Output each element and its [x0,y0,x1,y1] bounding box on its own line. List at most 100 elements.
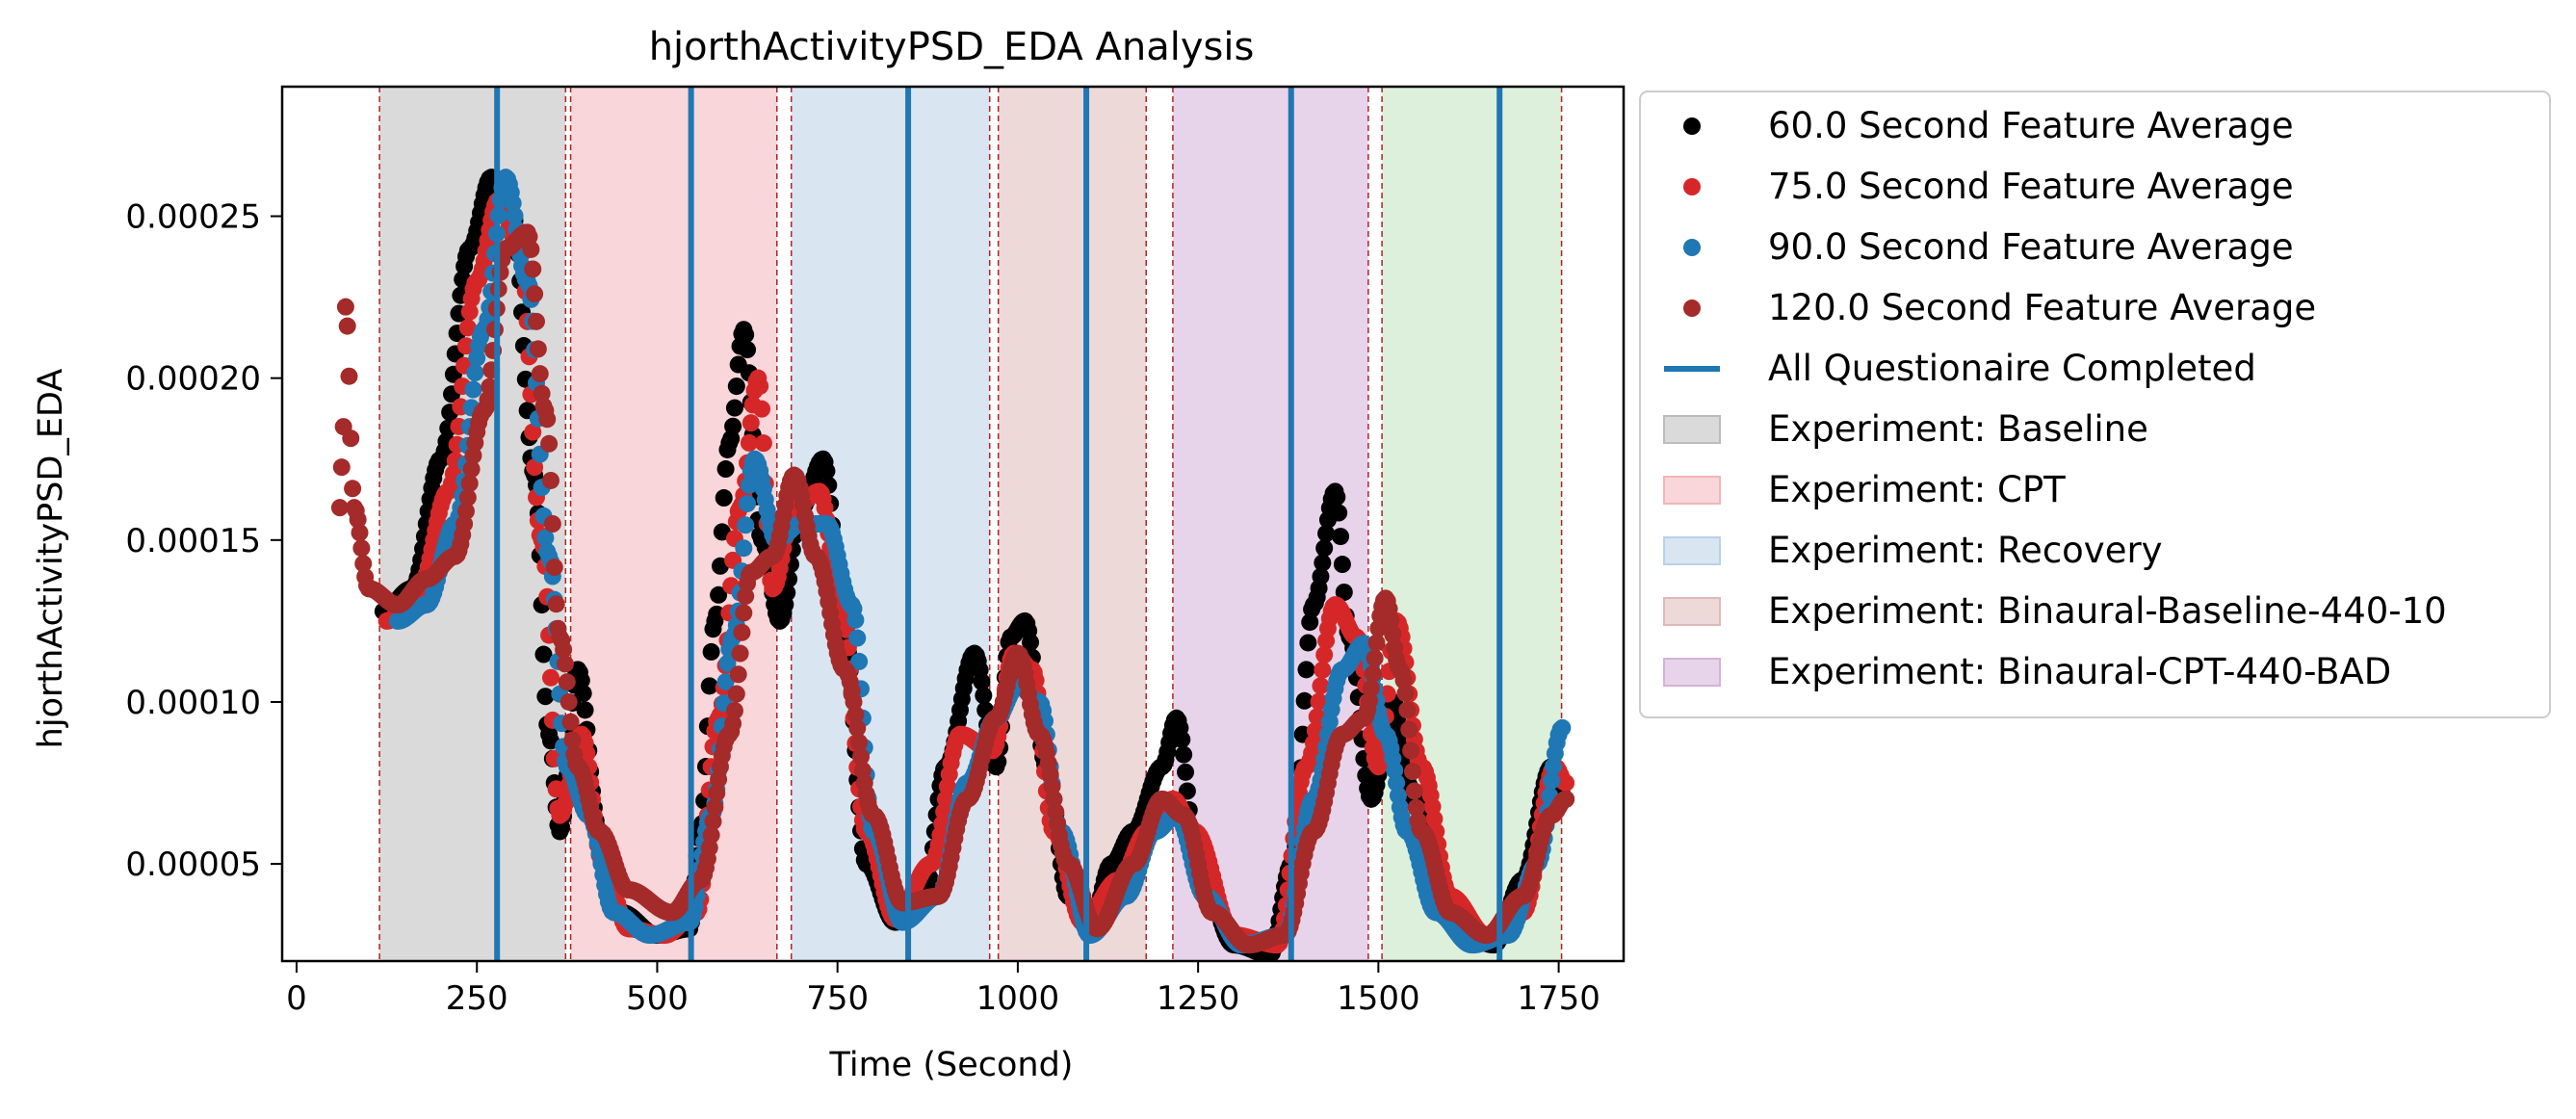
y-tick-label-3: 0.00020 [125,360,261,399]
series-3-point-597 [1407,798,1425,817]
series-0-point-523 [1317,524,1336,542]
series-0-point-195 [725,399,743,417]
series-0-point-110 [572,671,590,690]
series-0-point-194 [724,417,742,435]
series-3-point-120 [547,595,565,613]
series-3-point-6 [342,429,360,448]
legend-label-6: Experiment: CPT [1768,469,2066,510]
series-1-point-201 [740,433,758,452]
series-3-point-5 [340,367,358,385]
series-3-point-220 [727,685,745,703]
series-3-point-111 [531,365,549,383]
series-0-point-359 [1022,634,1040,652]
series-1-point-111 [578,744,596,763]
series-0-point-529 [1328,488,1346,507]
series-3-point-72 [460,474,479,492]
legend-marker-2 [1683,239,1701,256]
x-axis-label: Time (Second) [829,1046,1074,1084]
series-0-point-111 [574,684,592,702]
legend-label-7: Experiment: Recovery [1768,530,2163,571]
series-0-point-90 [536,688,555,706]
series-3-point-108 [526,285,544,303]
series-3-point-127 [559,692,578,711]
legend-label-0: 60.0 Second Feature Average [1768,105,2294,146]
series-3-point-208 [706,798,724,817]
series-0-point-444 [1175,745,1193,764]
series-2-point-183 [718,654,737,672]
series-2-point-641 [1544,757,1562,775]
series-3-point-594 [1402,742,1420,760]
legend-marker-1 [1683,178,1701,195]
series-2-point-255 [848,629,867,647]
series-1-point-82 [526,458,544,477]
series-3-point-395 [1043,777,1061,795]
series-0-point-522 [1315,539,1334,558]
series-3-point-128 [561,713,580,731]
series-3-point-396 [1045,790,1063,808]
series-3-point-116 [540,434,559,453]
series-3-point-574 [1366,649,1384,667]
x-tick-label-7: 1750 [1517,979,1600,1018]
series-2-point-192 [735,539,753,558]
series-3-point-222 [731,644,749,663]
y-tick-label-1: 0.00010 [125,684,261,722]
series-1-point-45 [458,319,477,337]
series-3-point-595 [1403,763,1421,781]
series-0-point-443 [1173,730,1191,748]
series-3-point-593 [1400,720,1418,739]
series-3-point-209 [708,784,726,802]
legend-label-1: 75.0 Second Feature Average [1768,166,2294,207]
series-3-point-129 [563,731,582,749]
series-3-point-11 [351,524,369,542]
legend: 60.0 Second Feature Average 75.0 Second F… [1639,91,2551,718]
series-3-point-82 [479,391,497,409]
series-1-point-209 [754,434,772,453]
series-3-point-115 [538,410,557,429]
series-3-point-3 [336,298,354,316]
x-tick-label-2: 500 [626,979,689,1018]
series-1-point-46 [460,302,479,321]
series-3-point-206 [702,826,720,845]
series-3-point-1 [332,458,351,477]
series-1-point-654 [1557,774,1575,793]
series-3-point-573 [1364,664,1382,683]
series-3-point-584 [1384,625,1402,643]
x-tick-label-1: 250 [446,979,508,1018]
legend-label-8: Experiment: Binaural-Baseline-440-10 [1768,590,2447,632]
series-1-point-519 [1314,661,1332,679]
series-2-point-42 [464,380,482,399]
series-0-point-190 [716,460,735,479]
series-3-point-289 [852,747,871,766]
series-0-point-185 [708,605,726,623]
series-3-point-207 [704,813,722,831]
series-3-point-10 [349,510,367,529]
y-tick-label-2: 0.00015 [125,522,261,560]
legend-patch-9 [1663,658,1721,687]
series-0-point-533 [1335,583,1353,601]
series-3-point-591 [1396,684,1415,702]
series-3-point-0 [330,499,349,517]
series-0-point-531 [1332,528,1350,546]
series-0-point-332 [973,672,991,690]
series-0-point-201 [737,325,755,344]
series-3-point-575 [1367,634,1386,652]
series-3-point-583 [1382,612,1400,630]
series-3 [330,223,1575,954]
x-tick-label-6: 1500 [1337,979,1420,1018]
y-tick-label-0: 0.00005 [125,846,261,884]
series-3-point-572 [1362,679,1380,697]
series-3-point-590 [1394,671,1413,690]
series-1-point-520 [1315,645,1334,664]
series-0-point-530 [1330,504,1348,522]
series-0-point-186 [710,586,728,604]
legend-label-9: Experiment: Binaural-CPT-440-BAD [1768,651,2391,692]
y-axis-label: hjorthActivityPSD_EDA [32,369,70,749]
series-3-point-125 [556,655,574,673]
series-0-point-521 [1314,554,1332,572]
series-3-point-596 [1405,782,1423,800]
axes-frame [280,85,1626,963]
series-0-point-246 [818,462,836,481]
series-1-point-81 [524,423,542,441]
series-3-point-218 [724,715,742,733]
